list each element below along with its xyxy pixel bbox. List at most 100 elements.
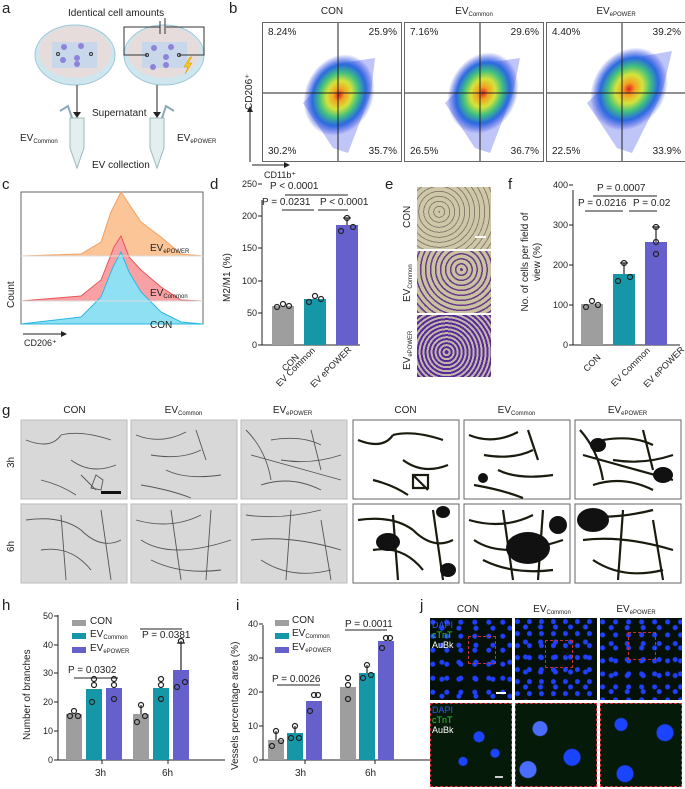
bar-chart-m2m1: 0 50 100 150 200 250	[242, 179, 360, 350]
svg-text:0: 0	[252, 340, 257, 350]
flow-plot-ev-epower: EVePOWER 4.40% 39.2% 22.5% 33.9%	[546, 6, 685, 162]
flow-plot-con: CON 8.24% 25.9% 30.2% 35.7%	[262, 6, 402, 162]
panel-label-b: b	[229, 0, 238, 17]
legend-dapi: DAPI	[432, 620, 454, 630]
i-legend-ev-epower: EVePOWER	[292, 642, 332, 654]
svg-text:20: 20	[248, 687, 258, 697]
svg-text:10: 10	[43, 726, 53, 736]
j-col-label-con: CON	[456, 604, 480, 615]
ev-epower-tube-label: EVePOWER	[177, 133, 217, 145]
immunofluorescence-zoom-con	[430, 703, 512, 787]
petri-dish-diagram	[34, 18, 205, 170]
svg-text:250: 250	[242, 179, 257, 189]
i-pvalue-3h: P = 0.0026	[272, 674, 321, 685]
histogram-overlay	[20, 191, 204, 337]
panel-label-i: i	[236, 597, 240, 614]
migration-image-con	[417, 187, 491, 249]
b-y-axis-label: CD206⁺	[244, 73, 255, 110]
h-xtick-6h: 6h	[162, 768, 174, 779]
quadrant-lr: 33.9%	[652, 146, 681, 157]
svg-text:50: 50	[43, 611, 53, 621]
legend-aubk: AuBk	[432, 640, 454, 650]
quadrant-ul: 4.40%	[552, 27, 581, 38]
svg-text:40: 40	[248, 619, 258, 629]
g-col-label-ev-common-analyzed: EVCommon	[497, 405, 536, 417]
quadrant-ul: 8.24%	[268, 27, 297, 38]
j-col-label-ev-common: EVCommon	[533, 604, 571, 616]
tube-formation-brightfield-grid	[20, 419, 348, 584]
e-row-label-con: CON	[402, 205, 413, 228]
i-xtick-6h: 6h	[365, 768, 377, 779]
panel-label-h: h	[2, 597, 11, 614]
g-col-label-ev-common: EVCommon	[164, 405, 203, 417]
d-pvalue-common-epower: P < 0.0001	[320, 197, 369, 208]
i-y-axis-label: Vessels percentage area (%)	[230, 641, 241, 770]
bar-chart-vessels-area: 0 10 20 30 40	[248, 619, 430, 765]
d-pvalue-con-common: P = 0.0231	[262, 197, 311, 208]
b-axis-arrows	[247, 106, 290, 168]
trace-label-ev-common: EVCommon	[150, 288, 188, 300]
svg-text:100: 100	[242, 276, 257, 286]
legend-aubk: AuBk	[432, 725, 454, 735]
svg-text:10: 10	[248, 721, 258, 731]
svg-text:300: 300	[553, 220, 568, 230]
d-pvalue-con-epower: P < 0.0001	[270, 181, 319, 192]
flow-plot-ev-common: EVCommon 7.16% 29.6% 26.5% 36.7%	[404, 6, 544, 162]
svg-text:40: 40	[43, 640, 53, 650]
panel-label-g: g	[2, 402, 11, 419]
legend-dapi: DAPI	[432, 705, 454, 715]
svg-text:0: 0	[253, 755, 258, 765]
migration-image-ev-common	[417, 251, 491, 313]
immunofluorescence-con	[430, 618, 512, 700]
h-pvalue-3h: P = 0.0302	[68, 665, 117, 676]
trace-label-con: CON	[150, 320, 173, 331]
e-row-label-ev-common: EVCommon	[402, 264, 414, 302]
h-xtick-3h: 3h	[95, 768, 107, 779]
panel-label-f: f	[508, 176, 513, 193]
h-legend-con: CON	[90, 616, 113, 627]
scale-bar	[475, 236, 486, 238]
quadrant-ul: 7.16%	[410, 27, 439, 38]
immunofluorescence-ev-common	[515, 618, 597, 700]
svg-text:30: 30	[43, 668, 53, 678]
c-y-axis-label: Count	[6, 281, 17, 308]
svg-text:50: 50	[247, 308, 257, 318]
svg-text:200: 200	[553, 260, 568, 270]
svg-text:30: 30	[248, 653, 258, 663]
h-pvalue-6h: P = 0.0381	[142, 630, 191, 641]
quadrant-lr: 36.7%	[510, 146, 539, 157]
flow-density-scatter	[263, 23, 401, 161]
ev-collection-label: EV collection	[92, 160, 150, 171]
g-row-label-3h: 3h	[6, 456, 17, 468]
f-pvalue-common-epower: P = 0.02	[633, 198, 671, 209]
quadrant-ll: 22.5%	[552, 146, 581, 157]
svg-text:150: 150	[242, 243, 257, 253]
scale-bar	[495, 776, 503, 778]
quadrant-ll: 26.5%	[410, 146, 439, 157]
quadrant-ur: 29.6%	[510, 27, 539, 38]
h-legend-ev-common: EVCommon	[90, 629, 128, 641]
quadrant-lr: 35.7%	[368, 146, 397, 157]
flow-plot-title: EVePOWER	[596, 6, 636, 18]
f-pvalue-con-epower: P = 0.0007	[597, 183, 646, 194]
f-pvalue-con-common: P = 0.0216	[578, 198, 627, 209]
b-x-axis-label: CD11b⁺	[264, 170, 297, 180]
quadrant-ur: 25.9%	[368, 27, 397, 38]
e-row-label-ev-epower: EVePOWER	[402, 330, 414, 370]
legend-ctnt: cTnT	[432, 630, 453, 640]
svg-text:0: 0	[563, 340, 568, 350]
i-legend-ev-common: EVCommon	[292, 628, 330, 640]
svg-text:400: 400	[553, 180, 568, 190]
i-legend-con: CON	[292, 615, 315, 626]
bar-chart-cells-per-field: 0 100 200 300 400	[553, 180, 680, 350]
bar-chart-branches: 0 10 20 30 40 50	[43, 611, 225, 765]
h-y-axis-label: Number of branches	[22, 649, 33, 740]
immunofluorescence-zoom-ev-epower	[600, 703, 682, 787]
g-col-label-con: CON	[63, 405, 86, 416]
quadrant-ur: 39.2%	[652, 27, 681, 38]
panel-label-j: j	[420, 597, 424, 614]
flow-plot-title: CON	[320, 6, 344, 17]
ev-common-tube-label: EVCommon	[20, 133, 58, 145]
c-x-axis-label: CD206⁺	[24, 338, 57, 348]
j-channel-legend-bottom: DAPI cTnT AuBk	[432, 705, 454, 735]
